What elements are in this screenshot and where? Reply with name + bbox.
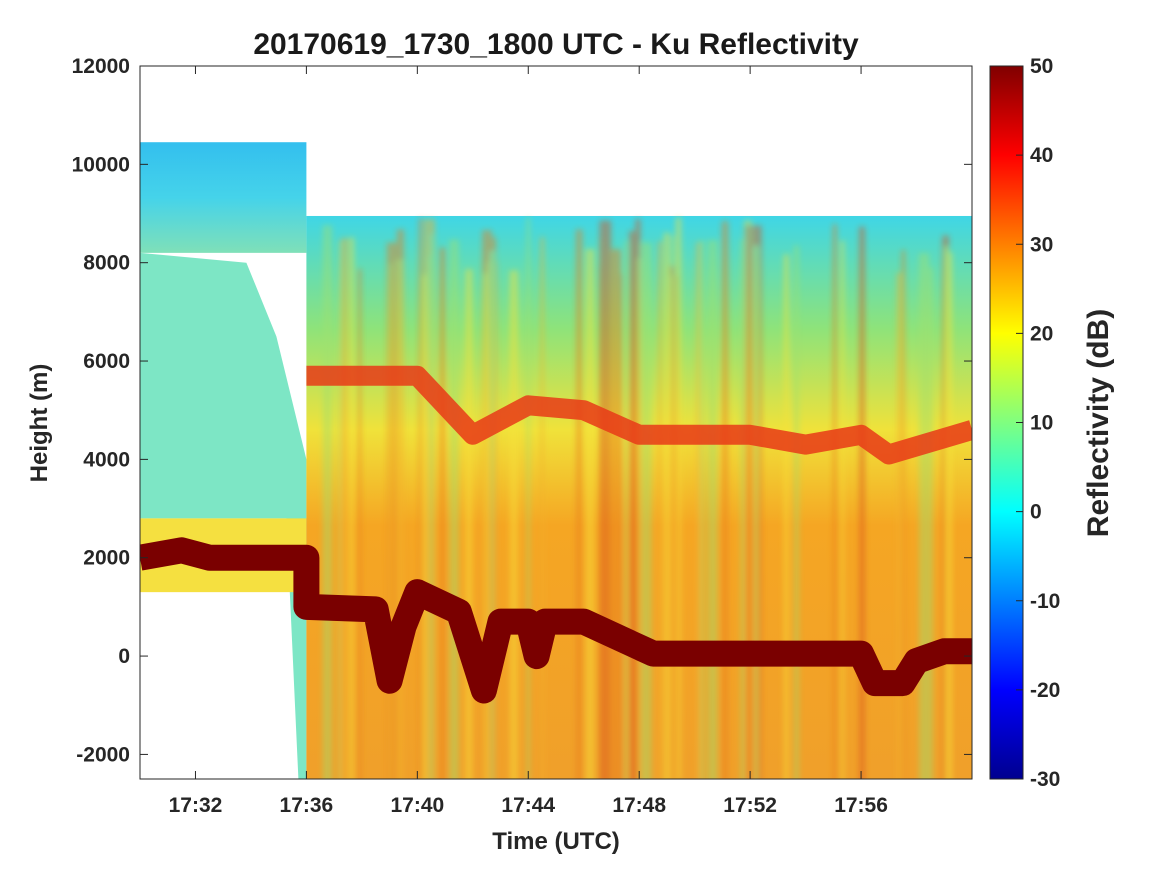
colorbar-label: Reflectivity (dB)	[1082, 309, 1115, 537]
x-axis: 17:32 17:36 17:40 17:44 17:48 17:52 17:56	[169, 66, 888, 817]
texture-streak	[629, 231, 636, 779]
texture-streak	[744, 225, 755, 779]
y-tick-label: 10000	[72, 153, 130, 176]
texture-streak	[624, 240, 628, 779]
texture-streak	[599, 220, 612, 779]
texture-streak	[663, 232, 670, 779]
x-tick-label: 17:32	[169, 794, 223, 817]
melting-layer-band	[306, 365, 972, 465]
texture-streak	[698, 240, 705, 779]
x-tick-label: 17:40	[390, 794, 444, 817]
texture-streak	[901, 250, 906, 779]
plot-area	[140, 66, 972, 779]
colorbar-tick-label: 10	[1030, 412, 1053, 435]
y-tick-label: 6000	[83, 350, 130, 373]
texture-streak	[721, 221, 729, 779]
texture-streak	[793, 245, 799, 779]
texture-streak	[896, 272, 904, 779]
texture-streak	[669, 275, 678, 779]
texture-streak	[675, 217, 682, 779]
y-tick-label: 4000	[83, 448, 130, 471]
texture-streak	[419, 275, 427, 779]
texture-streak	[657, 241, 663, 779]
texture-streak	[585, 248, 595, 779]
colorbar-tick-label: 30	[1030, 233, 1053, 256]
texture-streak	[859, 226, 866, 779]
texture-streak	[509, 270, 519, 779]
texture-streak	[449, 239, 459, 779]
x-tick-label: 17:56	[834, 794, 888, 817]
texture-streak	[707, 240, 718, 779]
texture-streak	[340, 238, 349, 779]
texture-streak	[610, 249, 622, 779]
texture-streak	[526, 217, 530, 779]
colorbar: -30 -20 -10 0 10 20 30 40 50 Reflectivity (dB)	[989, 55, 1115, 791]
texture-streak	[575, 229, 583, 779]
texture-streak	[428, 255, 434, 779]
texture-streak	[418, 218, 423, 779]
echo-region-left-slope	[140, 252, 307, 779]
y-tick-label: 0	[118, 645, 130, 668]
colorbar-tick-label: -20	[1030, 679, 1060, 702]
colorbar-ticks: -30 -20 -10 0 10 20 30 40 50	[1016, 55, 1060, 791]
x-tick-label: 17:48	[612, 794, 666, 817]
texture-streak	[465, 269, 473, 779]
texture-streak	[349, 237, 355, 779]
texture-streak	[322, 225, 333, 779]
texture-streak	[696, 242, 701, 779]
chart-title: 20170619_1730_1800 UTC - Ku Reflectivity	[253, 28, 859, 61]
x-tick-label: 17:36	[280, 794, 334, 817]
y-tick-label: 8000	[83, 252, 130, 275]
texture-streak	[357, 268, 362, 779]
colorbar-tick-label: -10	[1030, 590, 1060, 613]
texture-streak	[490, 251, 495, 779]
texture-streak	[840, 240, 845, 779]
plot-frame	[139, 65, 973, 780]
y-tick-label: 12000	[72, 55, 130, 78]
x-axis-label: Time (UTC)	[492, 828, 620, 855]
texture-streak	[395, 259, 404, 779]
x-tick-label: 17:44	[501, 794, 555, 817]
surface-return-band	[140, 537, 972, 704]
echo-region-left-upper	[140, 142, 307, 253]
colorbar-tick-label: 40	[1030, 144, 1053, 167]
texture-streak	[832, 224, 838, 779]
colorbar-tick-label: 50	[1030, 55, 1053, 78]
y-tick-label: -2000	[76, 743, 130, 766]
colorbar-tick-label: 20	[1030, 322, 1053, 345]
y-axis: -2000 0 2000 4000 6000 8000 10000 12000	[72, 55, 972, 766]
texture-streak	[918, 253, 930, 779]
texture-streak	[483, 273, 487, 779]
texture-streak	[640, 242, 652, 779]
y-tick-label: 2000	[83, 547, 130, 570]
x-tick-label: 17:52	[723, 794, 777, 817]
texture-streak	[783, 254, 790, 779]
texture-streak	[946, 252, 953, 779]
colorbar-tick-label: 0	[1030, 501, 1042, 524]
colorbar-tick-label: -30	[1030, 768, 1060, 791]
texture-streak	[439, 247, 446, 779]
texture-streak	[540, 236, 545, 779]
y-axis-label: Height (m)	[26, 364, 53, 483]
